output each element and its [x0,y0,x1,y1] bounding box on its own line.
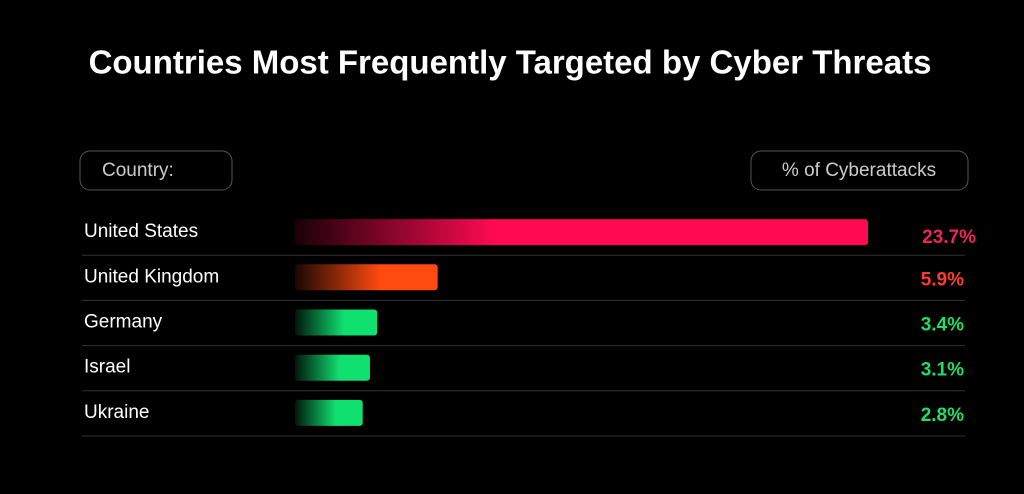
value-label: 23.7% [922,227,976,248]
bar [295,219,868,246]
value-label: 2.8% [921,405,964,426]
value-header: % of Cyberattacks [782,160,936,181]
chart-title: Countries Most Frequently Targeted by Cy… [89,44,932,81]
header-pill [750,150,969,191]
value-label: 3.1% [921,360,964,381]
bar [295,399,363,426]
row-label: Israel [84,357,130,378]
bar [295,309,378,336]
category-header: Country: [102,160,174,181]
bar [295,264,438,291]
value-label: 3.4% [921,315,964,336]
header-pill [79,150,233,191]
bar [295,354,370,381]
value-label: 5.9% [921,269,964,290]
row-label: United States [84,221,198,242]
row-label: United Kingdom [84,266,219,287]
row-label: Ukraine [84,402,149,423]
row-label: Germany [84,312,163,333]
